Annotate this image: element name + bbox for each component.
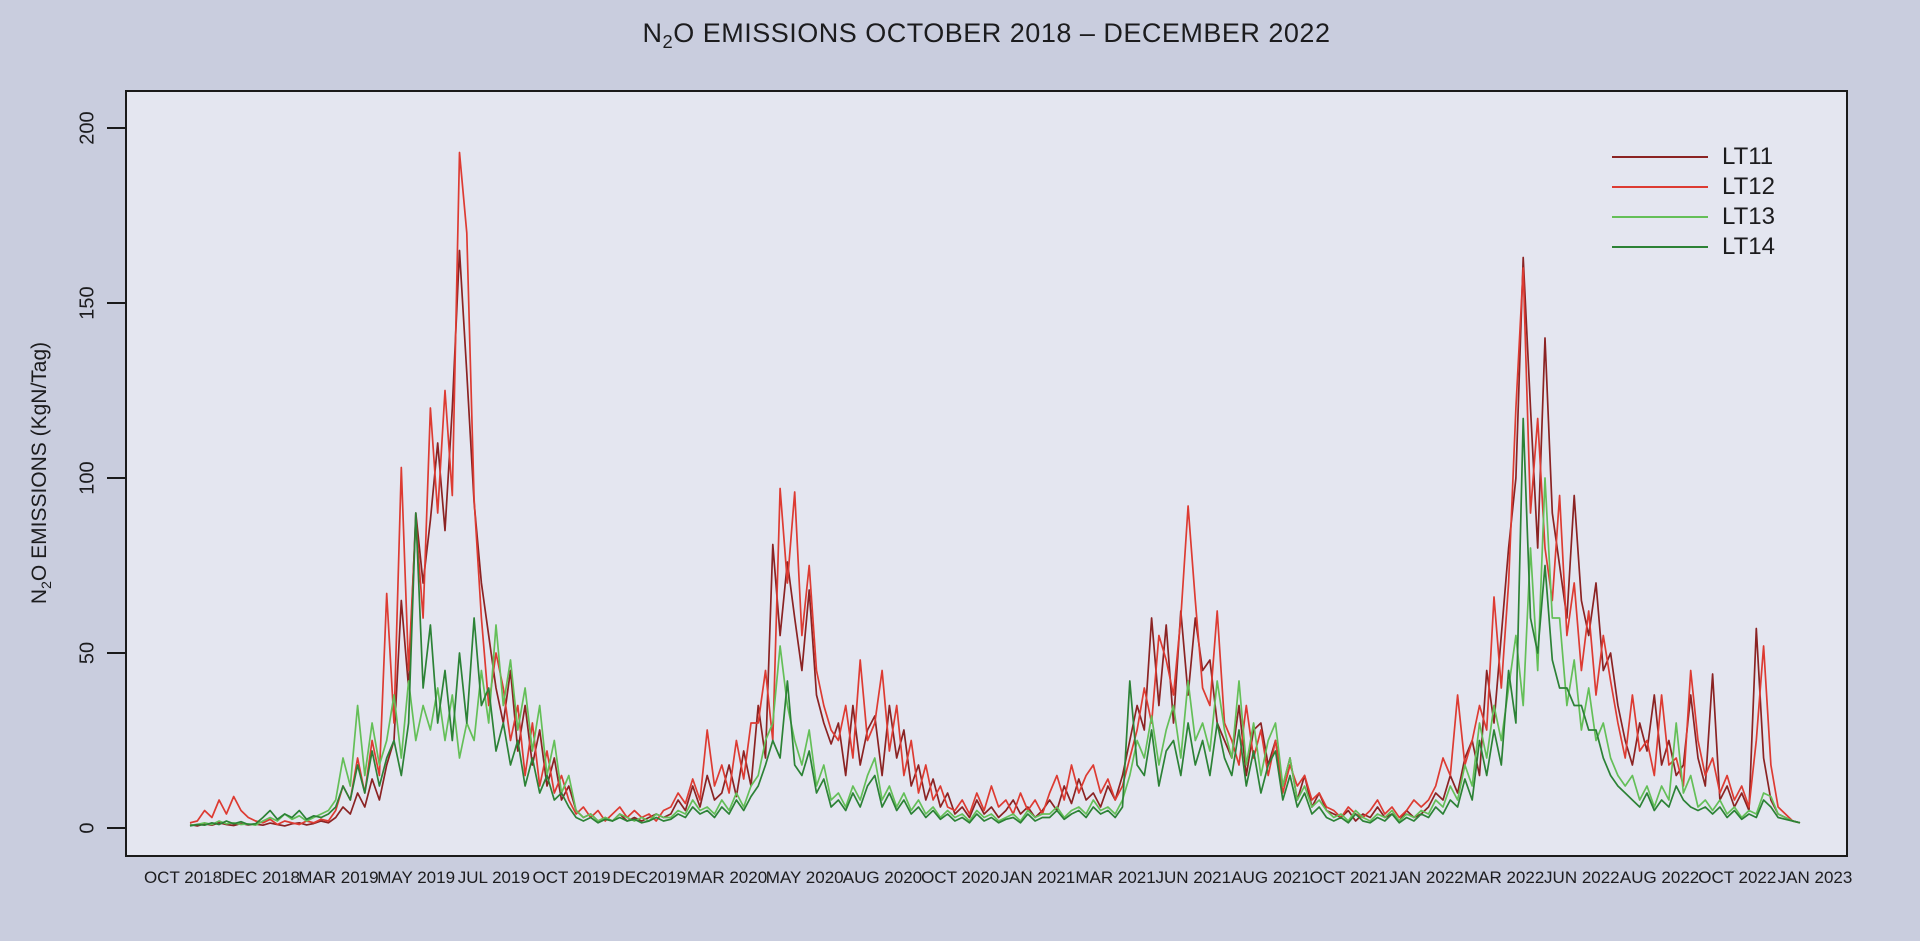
chart-title-rest: O EMISSIONS OCTOBER 2018 – DECEMBER 2022	[673, 18, 1331, 48]
y-tick-label-0: 0	[76, 822, 99, 834]
x-tick-label-mar-2022: MAR 2022	[1463, 868, 1545, 887]
x-tick-label-oct-2020: OCT 2020	[921, 868, 1000, 887]
x-tick-label-oct-2022: OCT 2022	[1698, 868, 1777, 887]
legend-item-lt11: LT11	[1612, 142, 1832, 172]
x-tick-label-dec2019: DEC2019	[612, 868, 687, 887]
legend-item-lt14: LT14	[1612, 232, 1832, 262]
y-tick-label-50: 50	[76, 641, 99, 665]
y-tick-mark-50	[107, 652, 125, 654]
x-tick-label-oct-2021: OCT 2021	[1309, 868, 1388, 887]
x-tick-label-jan-2023: JAN 2023	[1777, 868, 1853, 887]
x-tick-label-dec-2018: DEC 2018	[221, 868, 300, 887]
legend-line-swatch-lt14	[1612, 246, 1708, 248]
x-tick-label-oct-2019: OCT 2019	[532, 868, 611, 887]
y-tick-mark-0	[107, 827, 125, 829]
chart-title: N2O EMISSIONS OCTOBER 2018 – DECEMBER 20…	[125, 18, 1848, 52]
x-tick-label-mar-2021: MAR 2021	[1075, 868, 1156, 887]
legend-label-lt12: LT12	[1722, 173, 1775, 200]
legend-label-lt11: LT11	[1722, 143, 1774, 170]
legend-item-lt12: LT12	[1612, 172, 1832, 202]
legend-label-lt14: LT14	[1722, 233, 1775, 260]
x-tick-label-jun-2022: JUN 2022	[1544, 868, 1620, 887]
y-axis-title-rest: O EMISSIONS (KgN/Tag)	[28, 341, 51, 582]
legend-line-swatch-lt12	[1612, 186, 1708, 188]
x-tick-label-jul-2019: JUL 2019	[457, 868, 530, 887]
y-tick-mark-150	[107, 302, 125, 304]
x-tick-label-jan-2021: JAN 2021	[1000, 868, 1076, 887]
chart-title-subscript: 2	[662, 30, 674, 52]
x-tick-label-may-2019: MAY 2019	[377, 868, 456, 887]
x-tick-label-jun-2021: JUN 2021	[1155, 868, 1232, 887]
x-tick-label-oct-2018: OCT 2018	[143, 868, 223, 887]
chart-title-prefix: N	[642, 18, 663, 48]
x-tick-label-aug-2022: AUG 2022	[1619, 868, 1700, 887]
plot-area	[125, 90, 1848, 857]
x-tick-label-mar-2019: MAR 2019	[298, 868, 379, 887]
y-axis-title-subscript: 2	[38, 581, 55, 589]
y-axis-title: N2O EMISSIONS (KgN/Tag)	[28, 341, 55, 605]
x-tick-label-mar-2020: MAR 2020	[686, 868, 768, 887]
x-tick-label-aug-2020: AUG 2020	[842, 868, 923, 887]
y-tick-mark-200	[107, 127, 125, 129]
legend-line-swatch-lt13	[1612, 216, 1708, 218]
x-tick-label-jan-2022: JAN 2022	[1389, 868, 1464, 887]
legend-line-swatch-lt11	[1612, 156, 1708, 158]
legend: LT11 LT12 LT13 LT14	[1612, 142, 1832, 262]
legend-item-lt13: LT13	[1612, 202, 1832, 232]
legend-label-lt13: LT13	[1722, 203, 1775, 230]
y-axis-title-prefix: N	[28, 589, 51, 605]
y-tick-label-150: 150	[76, 286, 99, 320]
x-tick-label-aug-2021: AUG 2021	[1231, 868, 1311, 887]
y-tick-label-100: 100	[76, 461, 99, 495]
x-tick-label-may-2020: MAY 2020	[765, 868, 844, 887]
y-tick-label-200: 200	[76, 111, 99, 145]
y-tick-mark-100	[107, 477, 125, 479]
